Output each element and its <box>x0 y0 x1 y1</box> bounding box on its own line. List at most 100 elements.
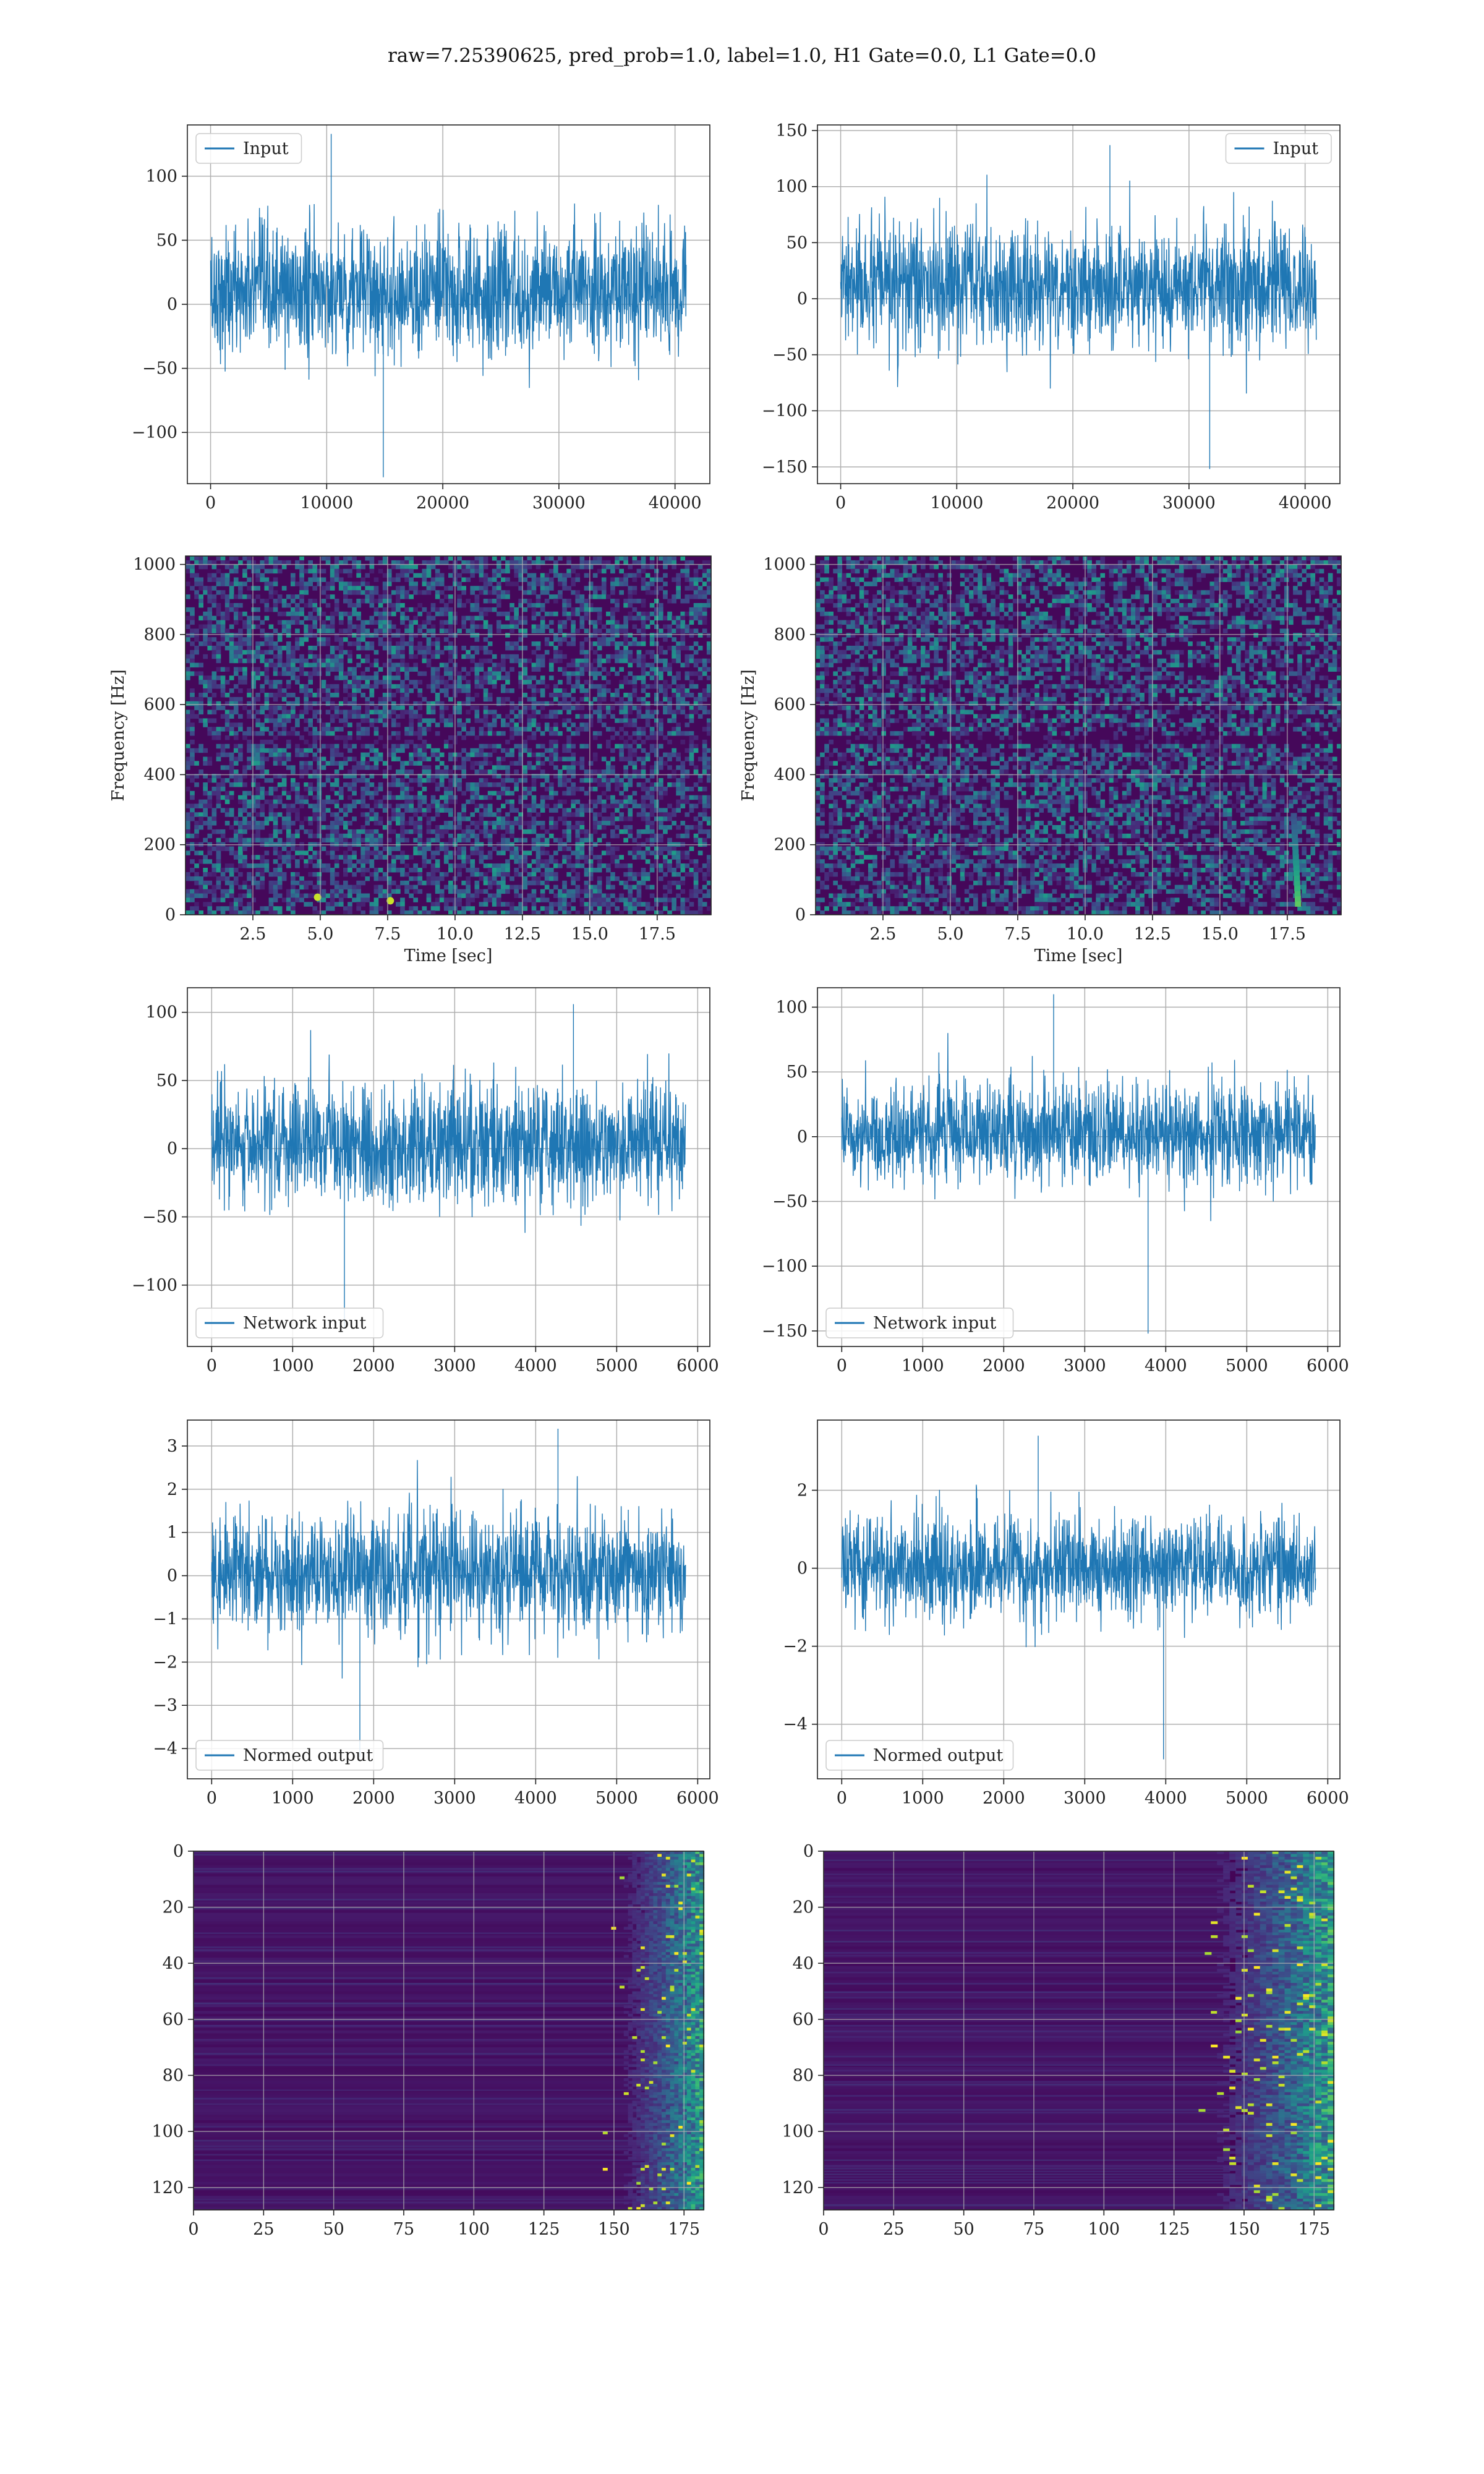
heatmap-cell <box>400 594 405 599</box>
heatmap-cell <box>610 803 615 808</box>
heatmap-cell <box>439 718 445 723</box>
y-tick-label: 100 <box>145 167 177 186</box>
heatmap-cell <box>584 808 589 813</box>
heatmap-cell <box>457 850 462 855</box>
heatmap-cell <box>443 786 449 792</box>
heatmap-cell <box>623 799 628 805</box>
heatmap-cell <box>348 581 352 586</box>
heatmap-cell <box>308 624 313 629</box>
heatmap-cell <box>295 658 300 664</box>
heatmap-cell <box>535 688 541 693</box>
heatmap-cell <box>382 718 388 723</box>
heatmap-cell <box>518 556 523 561</box>
heatmap-cell <box>365 667 370 672</box>
heatmap-cell <box>211 735 217 740</box>
heatmap-cell <box>268 633 274 638</box>
heatmap-cell <box>334 658 339 664</box>
heatmap-cell <box>260 868 265 873</box>
heatmap-cell <box>238 646 243 651</box>
heatmap-cell <box>483 821 488 826</box>
heatmap-cell <box>186 897 190 902</box>
heatmap-cell <box>224 577 230 582</box>
heatmap-cell <box>203 748 208 753</box>
heatmap-cell <box>356 633 361 638</box>
heatmap-cell <box>255 649 260 655</box>
heatmap-cell <box>264 863 270 868</box>
heatmap-cell <box>426 808 432 813</box>
heatmap-cell <box>273 884 278 890</box>
heatmap-cell <box>479 743 484 749</box>
heatmap-cell <box>338 646 344 651</box>
heatmap-cell <box>308 675 313 680</box>
heatmap-cell <box>229 850 234 855</box>
heatmap-cell <box>330 743 335 749</box>
heatmap-cell <box>382 662 388 668</box>
heatmap-cell <box>548 577 554 582</box>
heatmap-cell <box>610 855 615 860</box>
heatmap-cell <box>645 876 650 881</box>
heatmap-cell <box>649 799 655 805</box>
heatmap-cell <box>466 599 471 604</box>
heatmap-cell <box>216 641 221 646</box>
heatmap-cell <box>382 803 388 808</box>
heatmap-cell <box>391 748 396 753</box>
heatmap-cell <box>496 628 501 633</box>
heatmap-cell <box>304 603 309 608</box>
heatmap-cell <box>404 628 409 633</box>
heatmap-cell <box>417 752 423 758</box>
heatmap-cell <box>409 739 414 745</box>
heatmap-cell <box>505 821 510 826</box>
heatmap-cell <box>233 646 239 651</box>
heatmap-cell <box>514 611 519 617</box>
heatmap-cell <box>615 863 620 868</box>
heatmap-cell <box>443 662 449 668</box>
heatmap-cell <box>238 743 243 749</box>
heatmap-cell <box>496 714 501 719</box>
heatmap-cell <box>531 893 537 898</box>
heatmap-cell <box>233 855 239 860</box>
heatmap-cell <box>597 658 602 664</box>
heatmap-cell <box>548 556 554 561</box>
heatmap-cell <box>343 782 348 787</box>
heatmap-cell <box>628 654 633 659</box>
heatmap-cell <box>317 799 322 805</box>
heatmap-cell <box>649 748 655 753</box>
heatmap-cell <box>610 577 615 582</box>
heatmap-cell <box>304 782 309 787</box>
heatmap-cell <box>632 688 638 693</box>
heatmap-cell <box>247 739 252 745</box>
heatmap-cell <box>443 821 449 826</box>
heatmap-cell <box>255 803 260 808</box>
heatmap-cell <box>535 603 541 608</box>
heatmap-cell <box>505 564 510 570</box>
heatmap-cell <box>575 825 581 830</box>
heatmap-cell <box>592 902 598 907</box>
heatmap-cell <box>273 693 278 698</box>
heatmap-cell <box>531 696 537 702</box>
heatmap-cell <box>641 671 646 676</box>
heatmap-cell <box>457 833 462 839</box>
heatmap-cell <box>510 564 514 570</box>
heatmap-cell <box>426 765 432 770</box>
heatmap-cell <box>522 855 528 860</box>
heatmap-cell <box>619 893 624 898</box>
heatmap-cell <box>466 825 471 830</box>
heatmap-cell <box>645 795 650 800</box>
heatmap-cell <box>325 774 331 779</box>
heatmap-cell <box>409 581 414 586</box>
y-tick-label: −50 <box>772 346 808 365</box>
heatmap-cell <box>597 714 602 719</box>
heatmap-cell <box>238 594 243 599</box>
heatmap-cell <box>198 816 203 821</box>
heatmap-cell <box>615 628 620 633</box>
heatmap-cell <box>649 662 655 668</box>
heatmap-cell <box>369 812 375 817</box>
heatmap-cell <box>409 756 414 761</box>
heatmap-cell <box>492 743 497 749</box>
heatmap-cell <box>479 829 484 834</box>
heatmap-cell <box>386 696 392 702</box>
heatmap-cell <box>277 752 283 758</box>
heatmap-cell <box>382 675 388 680</box>
heatmap-cell <box>522 628 528 633</box>
heatmap-cell <box>628 833 633 839</box>
